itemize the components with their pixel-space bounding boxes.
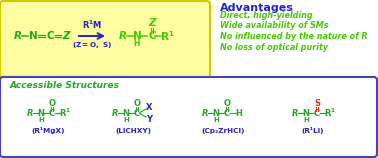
Text: H: H <box>303 117 309 123</box>
Text: H: H <box>235 109 242 118</box>
Text: C: C <box>224 109 230 118</box>
Text: N: N <box>302 109 310 118</box>
Text: Y: Y <box>146 115 152 124</box>
Text: $\mathbf{R^1}$: $\mathbf{R^1}$ <box>160 29 174 43</box>
Text: S: S <box>314 98 320 107</box>
Text: C: C <box>314 109 320 118</box>
Text: N: N <box>133 31 141 41</box>
Text: Z: Z <box>148 18 156 28</box>
Text: (R¹Li): (R¹Li) <box>302 128 324 134</box>
Text: (LiCHXY): (LiCHXY) <box>115 128 151 134</box>
Text: $\mathbf{R^1}$: $\mathbf{R^1}$ <box>324 107 336 119</box>
Text: C: C <box>134 109 140 118</box>
Text: C: C <box>46 31 54 41</box>
Text: C: C <box>49 109 55 118</box>
Text: C: C <box>148 31 156 41</box>
Text: $\mathbf{R^1}$: $\mathbf{R^1}$ <box>59 107 71 119</box>
Text: H: H <box>38 117 44 123</box>
Text: No influenced by the nature of R: No influenced by the nature of R <box>220 32 367 41</box>
Text: (Cp₂ZrHCl): (Cp₂ZrHCl) <box>201 128 245 134</box>
Text: Wide availability of SMs: Wide availability of SMs <box>220 21 328 30</box>
Text: Direct, high-yielding: Direct, high-yielding <box>220 11 313 20</box>
Text: R: R <box>119 31 127 41</box>
Text: $\mathbf{(Z = O,\ S)}$: $\mathbf{(Z = O,\ S)}$ <box>72 40 112 50</box>
Text: H: H <box>134 40 140 49</box>
Text: O: O <box>133 98 141 107</box>
FancyBboxPatch shape <box>0 1 210 79</box>
Text: No loss of optical purity: No loss of optical purity <box>220 43 328 52</box>
Text: N: N <box>212 109 220 118</box>
Text: O: O <box>48 98 56 107</box>
Text: $\mathbf{R^1M}$: $\mathbf{R^1M}$ <box>82 19 102 31</box>
Text: H: H <box>123 117 129 123</box>
Text: O: O <box>223 98 231 107</box>
Text: Z: Z <box>62 31 70 41</box>
Text: R: R <box>202 109 208 118</box>
Text: N: N <box>29 31 37 41</box>
Text: R: R <box>292 109 298 118</box>
Text: Accessible Structures: Accessible Structures <box>10 81 120 90</box>
Text: R: R <box>112 109 118 118</box>
Text: Advantages: Advantages <box>220 3 294 13</box>
Text: (R¹MgX): (R¹MgX) <box>31 128 65 134</box>
Text: X: X <box>146 103 152 112</box>
FancyBboxPatch shape <box>0 77 377 157</box>
Text: R: R <box>14 31 22 41</box>
Text: N: N <box>37 109 45 118</box>
Text: R: R <box>27 109 33 118</box>
Text: H: H <box>213 117 219 123</box>
Text: N: N <box>122 109 130 118</box>
